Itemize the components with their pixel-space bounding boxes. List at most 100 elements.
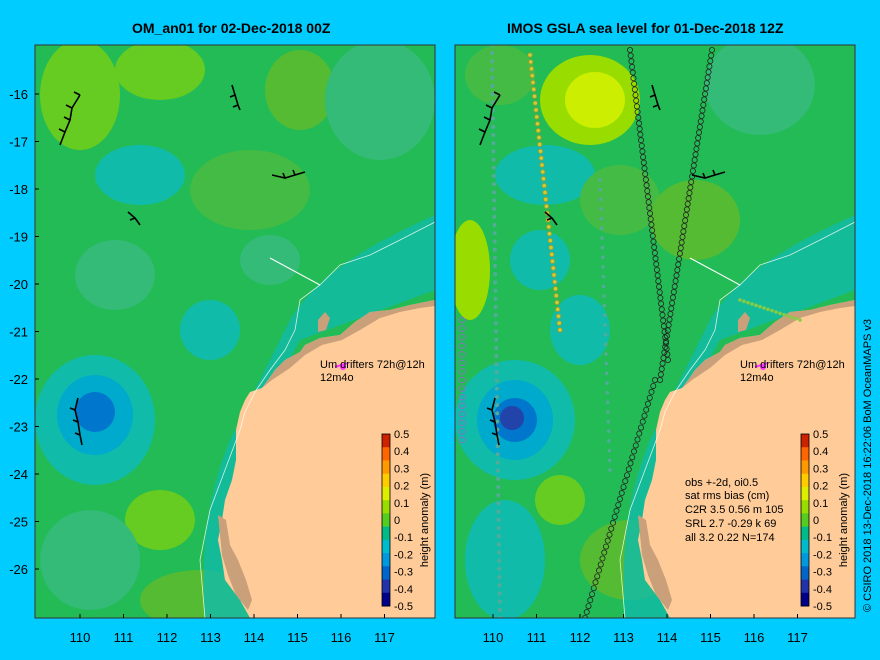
track-point xyxy=(689,167,696,174)
track-point xyxy=(496,534,501,539)
track-point xyxy=(604,352,608,356)
track-point xyxy=(552,286,559,292)
track-point xyxy=(495,468,500,473)
track-point xyxy=(641,412,648,419)
track-point xyxy=(610,519,617,526)
colorbar-segment xyxy=(801,553,809,567)
track-point xyxy=(622,478,629,485)
track-point xyxy=(458,419,466,427)
track-point xyxy=(458,316,466,324)
track-point xyxy=(496,493,501,498)
track-point xyxy=(658,300,665,307)
colorbar-tick-label: -0.2 xyxy=(813,549,832,561)
lat-tick-label: -26 xyxy=(9,562,28,577)
track-point xyxy=(606,419,611,424)
track-point xyxy=(495,452,500,457)
right-lon-tick-label: 117 xyxy=(787,630,808,645)
track-point xyxy=(624,472,631,479)
track-point xyxy=(497,591,502,596)
track-point xyxy=(531,86,537,92)
track-point xyxy=(528,59,534,65)
colorbar-segment xyxy=(382,526,390,541)
track-point xyxy=(602,294,606,298)
track-point xyxy=(458,402,466,409)
track-point xyxy=(594,573,601,580)
colorbar-segment xyxy=(382,579,390,594)
track-point xyxy=(696,124,703,131)
track-point xyxy=(491,141,496,146)
track-point xyxy=(530,79,536,86)
track-point xyxy=(706,63,713,70)
colorbar-segment xyxy=(382,434,390,448)
track-point xyxy=(490,51,495,56)
track-point xyxy=(664,351,671,358)
track-point xyxy=(603,543,610,550)
track-point xyxy=(651,249,658,256)
track-point xyxy=(458,325,466,332)
track-point xyxy=(635,120,642,127)
track-point xyxy=(633,97,640,104)
track-point xyxy=(494,354,499,359)
stats-row-srl: SRL 2.7 -0.29 k 69 xyxy=(685,518,776,530)
track-point xyxy=(606,410,610,414)
track-point xyxy=(493,329,498,334)
colorbar-segment xyxy=(801,473,809,488)
track-point xyxy=(693,145,700,152)
track-point xyxy=(548,244,554,251)
track-point xyxy=(458,436,466,444)
track-point xyxy=(702,91,709,98)
track-point xyxy=(536,134,542,141)
track-point xyxy=(551,272,557,278)
track-point xyxy=(649,232,656,239)
track-point xyxy=(494,394,499,399)
track-point xyxy=(658,306,665,313)
track-point xyxy=(492,239,497,244)
track-point xyxy=(660,317,667,324)
track-point xyxy=(650,382,657,389)
track-point xyxy=(631,448,638,455)
left-drifter-tracks xyxy=(58,84,306,446)
track-point xyxy=(491,165,496,170)
track-point xyxy=(590,585,597,592)
colorbar-tick-label: -0.1 xyxy=(813,532,832,544)
track-point xyxy=(631,86,638,93)
colorbar-tick-label: -0.3 xyxy=(394,567,413,579)
colorbar-tick-label: 0.4 xyxy=(813,446,828,458)
track-point xyxy=(543,203,550,209)
track-point xyxy=(600,245,605,250)
track-point xyxy=(603,342,608,347)
right-lon-tick-label: 113 xyxy=(613,630,634,645)
track-point xyxy=(676,255,683,262)
track-point xyxy=(664,327,671,334)
track-point xyxy=(663,332,670,339)
colorbar-segment xyxy=(382,447,390,461)
track-point xyxy=(496,476,501,481)
track-point xyxy=(598,178,602,182)
colorbar-label: height anomaly (m) xyxy=(838,473,850,567)
colorbar-segment xyxy=(382,500,390,514)
track-point xyxy=(537,148,544,154)
track-point xyxy=(643,182,650,189)
track-point xyxy=(597,561,604,568)
track-point xyxy=(684,200,691,207)
track-point xyxy=(663,338,670,345)
track-point xyxy=(607,439,611,443)
track-point xyxy=(641,165,648,172)
track-point xyxy=(490,100,495,105)
track-point xyxy=(495,411,500,416)
track-point xyxy=(492,223,497,228)
track-point xyxy=(632,92,639,99)
track-point xyxy=(493,288,498,293)
colorbar-segment xyxy=(801,592,809,607)
track-point xyxy=(549,251,555,257)
track-point xyxy=(535,128,541,134)
track-point xyxy=(647,210,654,217)
track-point xyxy=(494,345,499,350)
track-point xyxy=(592,579,599,586)
left-lon-tick-label: 113 xyxy=(200,630,221,645)
left-panel-title: OM_an01 for 02-Dec-2018 00Z xyxy=(132,20,331,36)
track-point xyxy=(549,258,556,264)
right-drifter-label-1: Um drifters 72h@12h xyxy=(740,359,845,371)
track-point xyxy=(495,460,500,465)
track-point xyxy=(702,85,709,92)
